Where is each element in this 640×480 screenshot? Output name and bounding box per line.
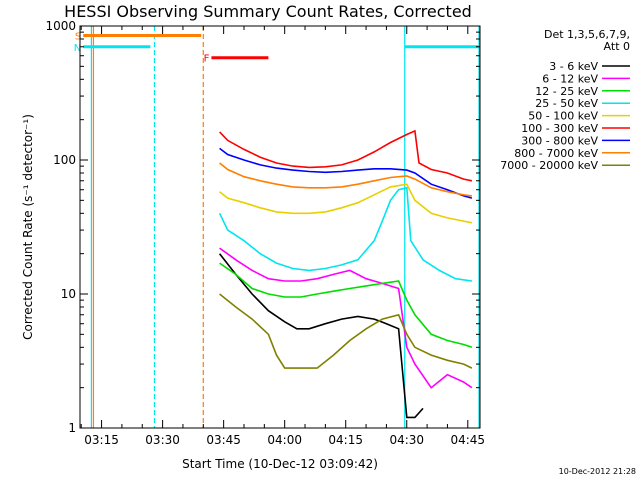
series-line <box>219 183 473 224</box>
y-tick-label: 10 <box>61 287 76 301</box>
legend-header-line-1: Det 1,3,5,6,7,9, <box>544 28 630 41</box>
legend-entry-label: 800 - 7000 keV <box>514 147 598 160</box>
series-line <box>219 247 473 389</box>
x-axis: 03:15 03:30 03:45 04:00 04:15 04:30 04:45 <box>80 26 485 447</box>
legend-entry-label: 300 - 800 keV <box>521 134 598 147</box>
legend-entry-label: 6 - 12 keV <box>542 72 598 85</box>
series-line <box>218 253 424 419</box>
series-line <box>219 293 473 369</box>
y-axis-label: Corrected Count Rate (s⁻¹ detector⁻¹) <box>21 114 35 340</box>
series-line <box>219 147 473 199</box>
chart-title: HESSI Observing Summary Count Rates, Cor… <box>64 2 472 21</box>
x-tick-label: 03:15 <box>84 433 119 447</box>
legend-entry-label: 50 - 100 keV <box>528 110 598 123</box>
x-tick-label: 04:00 <box>267 433 302 447</box>
legend-entry-label: 100 - 300 keV <box>521 122 598 135</box>
y-axis: 1 10 100 1000 <box>45 19 480 435</box>
x-tick-label: 03:30 <box>145 433 180 447</box>
plot-frame <box>79 25 481 429</box>
legend-entry-label: 3 - 6 keV <box>549 60 598 73</box>
x-tick-label: 04:30 <box>389 433 424 447</box>
legend-header-line-2: Att 0 <box>604 40 630 53</box>
x-tick-label: 04:45 <box>450 433 485 447</box>
y-tick-label: 1 <box>68 421 76 435</box>
legend-entry-label: 25 - 50 keV <box>535 97 598 110</box>
x-tick-label: 03:45 <box>206 433 241 447</box>
series-line <box>218 186 473 282</box>
legend-entry-label: 7000 - 20000 keV <box>500 159 598 172</box>
flag-label: N <box>74 43 81 54</box>
timestamp: 10-Dec-2012 21:28 <box>559 467 636 476</box>
y-tick-label: 1000 <box>45 19 76 33</box>
x-axis-label: Start Time (10-Dec-12 03:09:42) <box>182 457 378 471</box>
legend-entry-label: 12 - 25 keV <box>535 85 598 98</box>
plot-area: SN F <box>74 26 480 428</box>
series-line <box>219 262 473 349</box>
x-tick-label: 04:15 <box>328 433 363 447</box>
series-line <box>219 129 473 182</box>
flag-label: F <box>204 54 210 65</box>
flag-label: S <box>75 31 81 42</box>
y-tick-label: 100 <box>53 153 76 167</box>
series-line <box>219 162 473 197</box>
